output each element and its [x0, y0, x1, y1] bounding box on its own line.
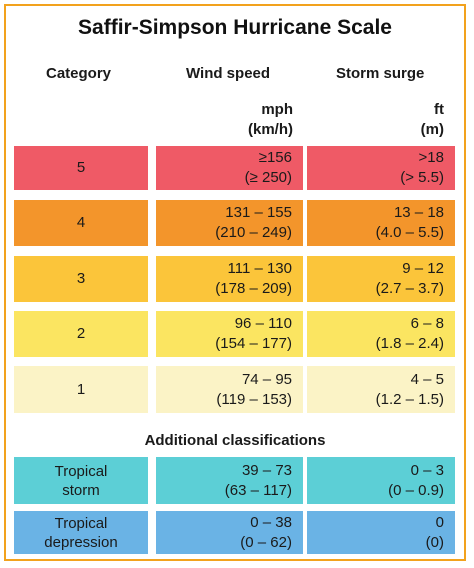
category-2-wind: 96 – 110 (154 – 177)	[156, 311, 303, 357]
category-3-surge-ft: 9 – 12	[402, 260, 444, 277]
tropical-storm-label-2: storm	[62, 481, 100, 499]
category-5-wind: ≥156 (≥ 250)	[156, 146, 303, 190]
tropical-storm-cell: Tropical storm	[14, 457, 148, 504]
category-1-surge-m: (1.2 – 1.5)	[375, 390, 444, 408]
category-2-surge-m: (1.8 – 2.4)	[375, 335, 444, 352]
category-3-surge: 9 – 12 (2.7 – 3.7)	[307, 256, 455, 302]
category-5-label: 5	[76, 159, 86, 176]
tropical-storm-surge-ft: 0 – 3	[410, 461, 444, 479]
tropical-storm-surge: 0 – 3 (0 – 0.9)	[307, 457, 455, 504]
tropical-storm-wind-mph: 39 – 73	[241, 461, 292, 479]
page-title: Saffir-Simpson Hurricane Scale	[78, 16, 392, 39]
category-5-surge: >18 (> 5.5)	[307, 146, 455, 190]
category-5-wind-mph: ≥156	[258, 149, 292, 166]
tropical-storm-wind-kmh: (63 – 117)	[224, 481, 292, 499]
wind-unit-kmh: (km/h)	[248, 121, 293, 138]
tropical-storm-surge-m: (0 – 0.9)	[388, 481, 444, 499]
category-3-surge-m: (2.7 – 3.7)	[375, 280, 444, 297]
tropical-depression-wind: 0 – 38 (0 – 62)	[156, 511, 303, 554]
tropical-depression-wind-mph: 0 – 38	[250, 513, 292, 531]
category-4-label: 4	[76, 214, 86, 231]
category-1-wind-mph: 74 – 95	[241, 370, 292, 388]
category-5-cell: 5	[14, 146, 148, 190]
tropical-depression-label-1: Tropical	[54, 514, 108, 532]
category-5-surge-ft: >18	[418, 149, 444, 166]
surge-unit-ft: ft	[434, 101, 444, 118]
category-2-cell: 2	[14, 311, 148, 357]
surge-unit: ft (m)	[307, 100, 444, 140]
category-2-surge: 6 – 8 (1.8 – 2.4)	[307, 311, 455, 357]
category-header: Category	[46, 65, 112, 82]
wind-unit-mph: mph	[261, 101, 293, 118]
additional-classifications-heading: Additional classifications	[144, 432, 326, 449]
tropical-depression-surge-m: (0)	[425, 533, 444, 551]
tropical-depression-surge-ft: 0	[435, 513, 444, 531]
tropical-depression-cell: Tropical depression	[14, 511, 148, 554]
category-4-wind: 131 – 155 (210 – 249)	[156, 200, 303, 246]
category-4-wind-kmh: (210 – 249)	[215, 224, 292, 241]
wind-unit: mph (km/h)	[156, 100, 293, 140]
category-3-wind-mph: 111 – 130	[227, 260, 292, 277]
category-2-surge-ft: 6 – 8	[410, 315, 444, 332]
category-4-surge-ft: 13 – 18	[393, 204, 444, 221]
category-1-label: 1	[76, 380, 86, 398]
category-5-wind-kmh: (≥ 250)	[244, 169, 292, 186]
category-4-cell: 4	[14, 200, 148, 246]
wind-speed-header: Wind speed	[186, 65, 271, 82]
category-3-cell: 3	[14, 256, 148, 302]
category-3-label: 3	[76, 270, 86, 287]
category-1-wind-kmh: (119 – 153)	[216, 390, 292, 408]
tropical-storm-label-1: Tropical	[54, 462, 108, 480]
category-2-wind-kmh: (154 – 177)	[215, 335, 292, 352]
tropical-storm-wind: 39 – 73 (63 – 117)	[156, 457, 303, 504]
category-1-wind: 74 – 95 (119 – 153)	[156, 366, 303, 413]
category-3-wind-kmh: (178 – 209)	[215, 280, 292, 297]
category-1-surge-ft: 4 – 5	[410, 370, 444, 388]
tropical-depression-wind-kmh: (0 – 62)	[240, 533, 292, 551]
storm-surge-header: Storm surge	[336, 65, 425, 82]
category-2-label: 2	[76, 325, 86, 342]
category-1-surge: 4 – 5 (1.2 – 1.5)	[307, 366, 455, 413]
category-1-cell: 1	[14, 366, 148, 413]
tropical-depression-label-2: depression	[44, 533, 118, 551]
category-4-wind-mph: 131 – 155	[225, 204, 292, 221]
category-2-wind-mph: 96 – 110	[234, 315, 292, 332]
category-4-surge-m: (4.0 – 5.5)	[375, 224, 444, 241]
category-4-surge: 13 – 18 (4.0 – 5.5)	[307, 200, 455, 246]
scale-table: Saffir-Simpson Hurricane Scale Category …	[4, 4, 466, 561]
category-5-surge-m: (> 5.5)	[400, 169, 444, 186]
tropical-depression-surge: 0 (0)	[307, 511, 455, 554]
surge-unit-m: (m)	[420, 121, 444, 138]
category-3-wind: 111 – 130 (178 – 209)	[156, 256, 303, 302]
